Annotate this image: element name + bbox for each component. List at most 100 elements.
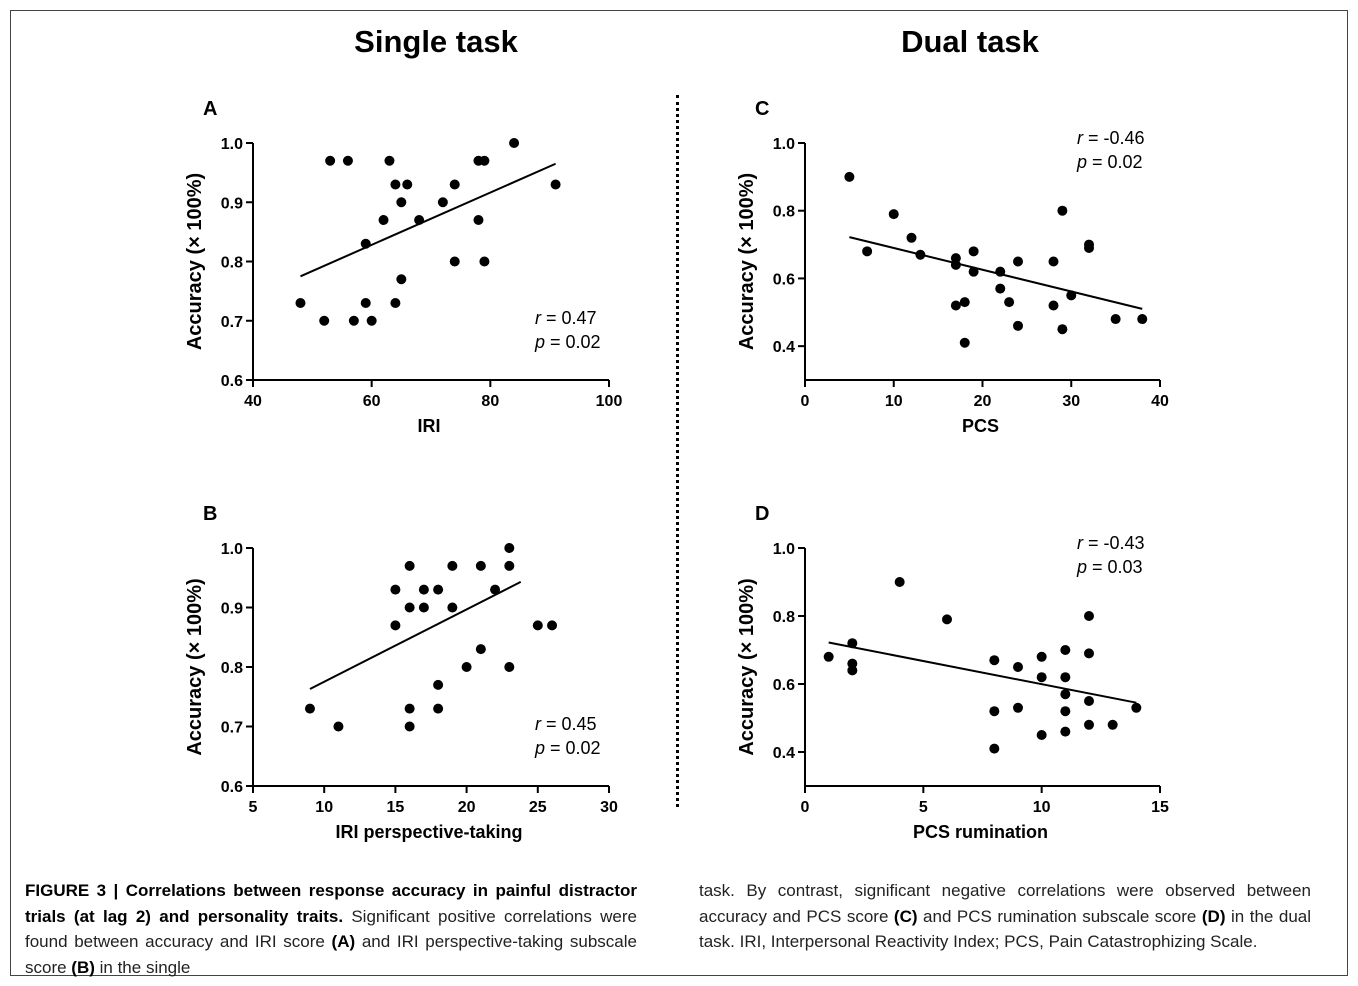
r-value: = -0.43 (1083, 533, 1145, 553)
y-axis-label: Accuracy (× 100%) (184, 173, 206, 350)
y-axis-label: Accuracy (× 100%) (736, 173, 758, 350)
data-point (404, 602, 415, 613)
y-tick-label: 1.0 (221, 541, 243, 558)
p-symbol: p (1076, 557, 1087, 577)
y-axis-label: Accuracy (× 100%) (184, 578, 206, 755)
data-point (449, 179, 460, 190)
data-point (847, 665, 858, 676)
data-point (968, 246, 979, 257)
data-point (1036, 730, 1047, 740)
y-tick-label: 0.6 (773, 271, 795, 288)
y-tick-label: 0.8 (221, 255, 243, 272)
data-point (473, 215, 484, 226)
data-point (295, 297, 306, 308)
x-tick-label: 0 (801, 393, 810, 410)
data-point (1013, 256, 1023, 267)
data-point (915, 249, 926, 260)
data-point (509, 138, 520, 148)
data-point (959, 337, 970, 348)
x-axis-label: PCS (962, 416, 999, 436)
data-point (447, 602, 458, 613)
data-point (404, 721, 415, 732)
data-point (894, 577, 905, 587)
data-point (404, 703, 415, 714)
data-point (1048, 256, 1059, 267)
caption-right: task. By contrast, significant negative … (699, 878, 1311, 955)
y-tick-label: 0.8 (773, 204, 795, 221)
x-tick-label: 20 (458, 799, 476, 816)
chart-group: C 0 10 20 30 40 0.4 0.6 0.8 1.0 PCS Accuracy (× 100… (736, 98, 1169, 436)
data-point (550, 179, 561, 190)
p-symbol: p (534, 332, 545, 352)
data-point (319, 315, 330, 326)
p-symbol: p (534, 738, 545, 758)
regression-line (828, 641, 1137, 704)
r-stat-text: r = 0.47 (535, 308, 597, 328)
data-point (959, 297, 970, 308)
x-tick-label: 0 (801, 799, 810, 816)
data-point (366, 315, 377, 326)
data-point (479, 256, 490, 267)
caption-text: in the dual task. IRI, Interpersonal Rea… (699, 906, 1311, 952)
p-stat-text: p = 0.03 (1076, 557, 1143, 577)
x-tick-label: 10 (315, 799, 333, 816)
data-point (402, 179, 413, 190)
x-tick-label: 5 (919, 799, 928, 816)
p-stat-text: p = 0.02 (534, 738, 601, 758)
r-value: = -0.46 (1083, 128, 1145, 148)
data-point (433, 584, 444, 595)
chart-group: A 40 60 80 100 0.6 0.7 0.8 0.9 1.0 IRI Accuracy (× … (184, 98, 622, 436)
panel-ref-b: (B) (71, 957, 95, 977)
chart-group: D 0 5 10 15 0.4 0.6 0.8 1.0 PCS rumination Accurac… (736, 503, 1169, 842)
data-point (504, 560, 515, 571)
data-point (333, 721, 344, 732)
data-point (1048, 300, 1059, 311)
scatter-chart-a: A 40 60 80 100 0.6 0.7 0.8 0.9 1.0 IRI Accuracy (× … (184, 98, 622, 436)
data-point (1084, 648, 1094, 659)
caption-text: task. By contrast, significant negative … (699, 881, 1311, 926)
data-point (1084, 719, 1094, 730)
x-tick-label: 40 (1151, 393, 1169, 410)
data-point (950, 300, 961, 311)
data-point (360, 238, 371, 249)
data-point (433, 679, 444, 690)
data-point (384, 155, 395, 166)
data-point (390, 179, 401, 190)
data-point (1107, 719, 1118, 730)
p-value: = 0.02 (545, 332, 601, 352)
data-point (433, 703, 444, 714)
data-point (1137, 314, 1148, 325)
x-tick-label: 10 (885, 393, 903, 410)
data-point (847, 638, 858, 649)
data-point (1060, 726, 1071, 737)
x-tick-label: 100 (596, 393, 623, 410)
data-point (404, 560, 415, 571)
x-tick-label: 10 (1033, 799, 1051, 816)
data-point (1004, 297, 1015, 308)
scatter-chart-c: C 0 10 20 30 40 0.4 0.6 0.8 1.0 PCS Accuracy (× 100… (736, 98, 1169, 436)
data-point (1060, 689, 1071, 700)
data-point (1057, 324, 1068, 335)
data-point (504, 662, 515, 672)
data-point (1057, 205, 1068, 216)
p-stat-text: p = 0.02 (1076, 152, 1143, 172)
data-point (989, 706, 1000, 717)
data-point (396, 274, 407, 285)
y-axis-label: Accuracy (× 100%) (736, 578, 758, 755)
data-point (1131, 702, 1142, 713)
data-point (437, 197, 448, 208)
panel-label: C (755, 98, 769, 120)
data-point (862, 246, 873, 257)
p-value: = 0.02 (545, 738, 601, 758)
data-point (479, 155, 490, 166)
data-point (490, 584, 501, 595)
p-value: = 0.02 (1087, 152, 1143, 172)
data-point (888, 209, 899, 220)
caption-text: in the single (94, 957, 191, 977)
caption-left: FIGURE 3 | Correlations between response… (25, 878, 637, 980)
r-stat-text: r = 0.45 (535, 714, 597, 734)
y-tick-label: 0.6 (773, 677, 795, 694)
data-point (304, 703, 315, 714)
caption-text: and IRI perspective-taking subscale scor… (25, 932, 637, 977)
p-stat-text: p = 0.02 (534, 332, 601, 352)
